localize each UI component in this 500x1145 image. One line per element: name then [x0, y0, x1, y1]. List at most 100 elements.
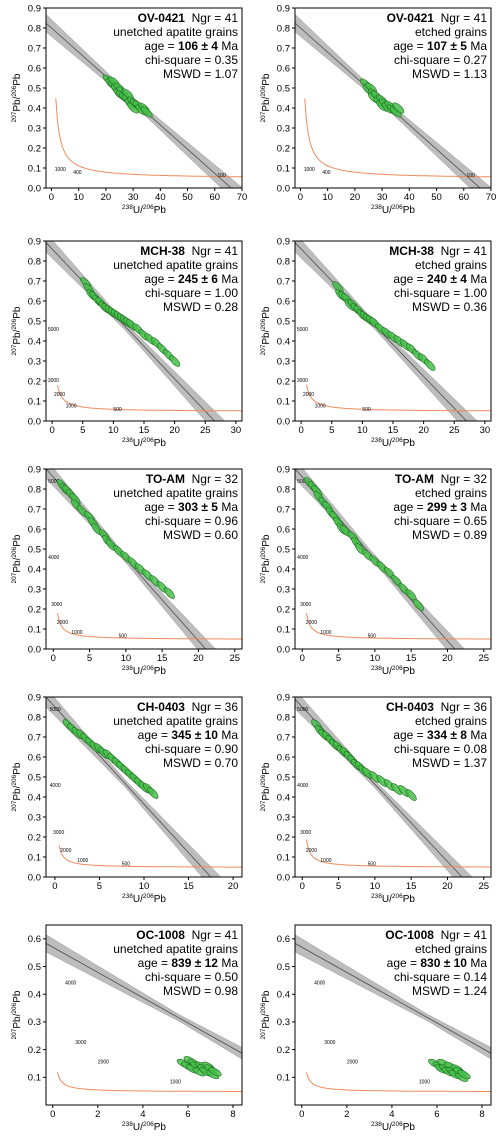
y-tick-label: 0.0 — [277, 416, 290, 427]
concordia-age-label: 1000 — [77, 858, 88, 864]
data-ellipse — [147, 787, 159, 799]
y-tick-label: 0.3 — [277, 356, 290, 367]
age-value: 107 ± 5 — [427, 39, 467, 53]
age-prefix: age = — [393, 500, 427, 514]
chi-square: chi-square = 1.00 — [145, 286, 238, 300]
regression-line — [295, 943, 491, 1054]
y-axis-label-sup1: 207 — [11, 800, 18, 811]
grain-count: Ngr = 41 — [192, 928, 239, 942]
x-tick-label: 5 — [336, 653, 341, 664]
x-tick-label: 10 — [121, 653, 132, 664]
x-tick-label: 20 — [228, 881, 239, 892]
x-tick-label: 15 — [139, 425, 150, 436]
grain-count: Ngr = 36 — [441, 700, 488, 714]
x-tick-label: 2 — [95, 1109, 100, 1120]
y-tick-label: 0.6 — [28, 296, 41, 307]
grain-count: Ngr = 41 — [192, 11, 239, 25]
x-axis-label-post: Pb — [403, 438, 416, 449]
x-tick-label: 30 — [377, 192, 388, 203]
x-axis-label-mid: U/ — [382, 894, 392, 905]
y-axis-label-sup2: 206 — [260, 318, 267, 329]
age-prefix: age = — [387, 956, 421, 970]
y-tick-label: 0.8 — [28, 23, 41, 34]
concordia-age-label: 4000 — [297, 555, 308, 561]
x-axis-label-mid: U/ — [382, 666, 392, 677]
x-tick-label: 10 — [357, 425, 368, 436]
sample-name: OV-0421 — [387, 11, 435, 25]
y-axis-label-sup1: 207 — [260, 344, 267, 355]
y-tick-label: 0.1 — [277, 852, 290, 863]
y-tick-label: 0.5 — [277, 772, 290, 783]
concordia-age-label: 1000 — [419, 1080, 430, 1086]
y-tick-label: 0.2 — [277, 1045, 290, 1056]
concordia-curve — [56, 612, 242, 640]
concordia-age-label: 4000 — [50, 783, 61, 789]
y-tick-label: 0.0 — [28, 416, 41, 427]
concordia-age-label: 3000 — [51, 602, 62, 608]
sample-name: TO-AM — [395, 472, 434, 486]
x-tick-label: 20 — [350, 192, 361, 203]
x-axis-label: 238U/206Pb — [122, 893, 166, 905]
age-prefix: age = — [138, 956, 172, 970]
y-tick-label: 0.9 — [28, 464, 41, 475]
y-tick-label: 0.2 — [28, 1045, 41, 1056]
y-tick-label: 0.4 — [277, 103, 290, 114]
y-tick-label: 0.3 — [277, 584, 290, 595]
x-axis-label-mid: U/ — [133, 438, 143, 449]
x-axis-label-sup2: 206 — [392, 1121, 403, 1128]
y-tick-label: 0.5 — [28, 772, 41, 783]
data-ellipse — [457, 1069, 471, 1080]
mswd: MSWD = 1.37 — [412, 756, 487, 770]
concordia-age-label: 3000 — [53, 830, 64, 836]
x-axis-label: 238U/206Pb — [122, 437, 166, 449]
y-tick-label: 0.9 — [277, 692, 290, 703]
x-axis-label-sup2: 206 — [143, 665, 154, 672]
x-axis-label-mid: U/ — [133, 894, 143, 905]
plot-frame — [45, 924, 243, 1106]
y-tick-label: 0.3 — [28, 123, 41, 134]
x-axis-label: 238U/206Pb — [371, 893, 415, 905]
age-prefix: age = — [393, 272, 427, 286]
x-tick-label: 0 — [299, 1109, 304, 1120]
mswd: MSWD = 1.24 — [412, 984, 487, 998]
x-tick-label: 4 — [140, 1109, 145, 1120]
sample-line: OC-1008 Ngr = 41 — [136, 928, 238, 942]
y-axis-label: 207Pb/206Pb — [11, 762, 23, 811]
sample-line: MCH-38 Ngr = 41 — [389, 244, 487, 258]
mswd: MSWD = 0.70 — [163, 756, 238, 770]
x-tick-label: 20 — [193, 653, 204, 664]
y-axis-label-post: Pb — [12, 762, 23, 775]
grain-description: unetched apatite grains — [113, 942, 238, 956]
y-tick-label: 0.7 — [28, 43, 41, 54]
data-ellipse — [412, 599, 424, 611]
concordia-age-label: 3000 — [75, 1040, 86, 1046]
concordia-curve — [56, 1072, 242, 1092]
y-axis-label-mid: Pb/ — [261, 785, 272, 800]
y-tick-label: 0.0 — [28, 183, 41, 194]
y-axis-label: 207Pb/206Pb — [260, 306, 272, 355]
x-tick-label: 60 — [209, 192, 220, 203]
concordia-age-label: 100 — [467, 173, 476, 179]
x-tick-label: 30 — [480, 425, 491, 436]
y-axis-label-post: Pb — [12, 534, 23, 547]
data-ellipse — [392, 102, 405, 114]
y-tick-label: 0.1 — [28, 1073, 41, 1084]
y-tick-label: 0.5 — [277, 316, 290, 327]
y-axis-label-sup2: 206 — [260, 1002, 267, 1013]
y-tick-label: 0.5 — [28, 83, 41, 94]
grain-description: etched grains — [415, 258, 487, 272]
concordia-age-label: 1000 — [170, 1080, 181, 1086]
x-axis-label-sup1: 238 — [122, 665, 133, 672]
grain-count: Ngr = 32 — [192, 472, 239, 486]
concordia-age-label: 3000 — [297, 378, 308, 384]
concordia-curve — [58, 845, 242, 868]
x-axis-label-sup1: 238 — [371, 665, 382, 672]
x-tick-label: 10 — [108, 425, 119, 436]
data-ellipse — [140, 106, 153, 118]
x-tick-label: 0 — [52, 881, 57, 892]
concordia-age-label: 5000 — [297, 327, 308, 333]
concordia-age-label: 5000 — [297, 707, 308, 713]
